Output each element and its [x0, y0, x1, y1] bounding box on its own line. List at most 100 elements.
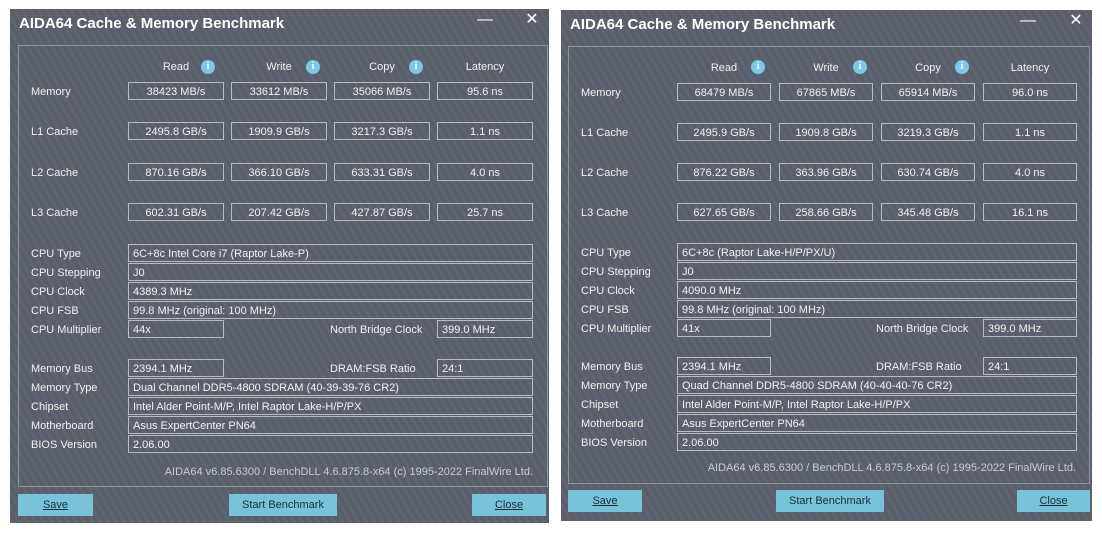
cpu-type-value: 6C+8c (Raptor Lake-H/P/PX/U) — [677, 243, 1077, 261]
save-button[interactable]: Save — [568, 490, 642, 512]
l3-latency-value: 25.7 ns — [437, 203, 533, 221]
header-read: Read — [710, 62, 738, 74]
cpu-stepping-value: J0 — [677, 262, 1077, 280]
cpu-type-label: CPU Type — [31, 248, 81, 260]
start-benchmark-button[interactable]: Start Benchmark — [229, 494, 337, 516]
start-benchmark-button[interactable]: Start Benchmark — [776, 490, 884, 512]
info-icon[interactable]: i — [955, 60, 969, 74]
cpu-clock-label: CPU Clock — [581, 285, 635, 297]
minimize-icon[interactable]: — — [1020, 12, 1036, 29]
cpu-fsb-value: 99.8 MHz (original: 100 MHz) — [128, 301, 533, 319]
l3-read-value: 627.65 GB/s — [677, 203, 771, 221]
l3-copy-value: 427.87 GB/s — [334, 203, 430, 221]
memory-write-value: 67865 MB/s — [779, 83, 873, 101]
l2-latency-value: 4.0 ns — [983, 163, 1077, 181]
row-label-memory: Memory — [31, 86, 71, 98]
l2-copy-value: 630.74 GB/s — [881, 163, 975, 181]
close-button-label: Close — [1039, 495, 1068, 507]
info-icon[interactable]: i — [201, 60, 215, 74]
close-button[interactable]: Close — [1017, 490, 1090, 512]
cpu-stepping-label: CPU Stepping — [31, 267, 101, 279]
save-button-label: Save — [42, 499, 69, 511]
memory-bus-value: 2394.1 MHz — [128, 359, 224, 377]
cpu-clock-label: CPU Clock — [31, 286, 85, 298]
l2-write-value: 366.10 GB/s — [231, 163, 327, 181]
info-icon[interactable]: i — [853, 60, 867, 74]
memory-latency-value: 96.0 ns — [983, 83, 1077, 101]
results-panel — [18, 45, 548, 487]
north-bridge-clock-label: North Bridge Clock — [876, 323, 969, 335]
l2-write-value: 363.96 GB/s — [779, 163, 873, 181]
header-write: Write — [813, 62, 839, 74]
save-button[interactable]: Save — [18, 494, 93, 516]
memory-type-value: Quad Channel DDR5-4800 SDRAM (40-40-40-7… — [677, 376, 1077, 394]
row-label-l1-cache: L1 Cache — [31, 126, 79, 138]
minimize-icon[interactable]: — — [477, 11, 493, 28]
header-read: Read — [162, 61, 190, 73]
motherboard-label: Motherboard — [31, 420, 94, 432]
row-label-l1-cache: L1 Cache — [581, 127, 629, 139]
chipset-label: Chipset — [31, 401, 69, 413]
row-label-l3-cache: L3 Cache — [31, 207, 79, 219]
bios-version-label: BIOS Version — [31, 439, 98, 451]
info-icon[interactable]: i — [306, 60, 320, 74]
cpu-stepping-value: J0 — [128, 263, 533, 281]
cpu-clock-value: 4389.3 MHz — [128, 282, 533, 300]
cpu-fsb-label: CPU FSB — [581, 304, 629, 316]
motherboard-value: Asus ExpertCenter PN64 — [128, 416, 533, 434]
bios-version-value: 2.06.00 — [128, 435, 533, 453]
header-latency: Latency — [1010, 62, 1050, 74]
dram-fsb-ratio-label: DRAM:FSB Ratio — [330, 363, 416, 375]
memory-type-label: Memory Type — [31, 382, 98, 394]
memory-type-label: Memory Type — [581, 380, 648, 392]
benchmark-window-right: AIDA64 Cache & Memory Benchmark — ✕ Read… — [561, 10, 1092, 521]
l3-latency-value: 16.1 ns — [983, 203, 1077, 221]
l1-copy-value: 3219.3 GB/s — [881, 123, 975, 141]
header-write: Write — [266, 61, 292, 73]
l1-latency-value: 1.1 ns — [437, 122, 533, 140]
version-footer: AIDA64 v6.85.6300 / BenchDLL 4.6.875.8-x… — [164, 466, 533, 478]
l2-latency-value: 4.0 ns — [437, 163, 533, 181]
header-latency: Latency — [465, 61, 505, 73]
chipset-value: Intel Alder Point-M/P, Intel Raptor Lake… — [128, 397, 533, 415]
cpu-clock-value: 4090.0 MHz — [677, 281, 1077, 299]
row-label-l3-cache: L3 Cache — [581, 207, 629, 219]
memory-write-value: 33612 MB/s — [231, 82, 327, 100]
close-icon[interactable]: ✕ — [525, 11, 539, 28]
close-button-label: Close — [494, 499, 524, 511]
version-footer: AIDA64 v6.85.6300 / BenchDLL 4.6.875.8-x… — [707, 462, 1076, 474]
info-icon[interactable]: i — [751, 60, 765, 74]
l3-copy-value: 345.48 GB/s — [881, 203, 975, 221]
save-button-label: Save — [592, 495, 618, 507]
row-label-memory: Memory — [581, 87, 621, 99]
l3-write-value: 258.66 GB/s — [779, 203, 873, 221]
l1-read-value: 2495.9 GB/s — [677, 123, 771, 141]
motherboard-label: Motherboard — [581, 418, 644, 430]
cpu-multiplier-value: 44x — [128, 320, 224, 338]
l1-latency-value: 1.1 ns — [983, 123, 1077, 141]
cpu-fsb-value: 99.8 MHz (original: 100 MHz) — [677, 300, 1077, 318]
header-copy: Copy — [369, 61, 395, 73]
l2-read-value: 870.16 GB/s — [128, 163, 224, 181]
close-button[interactable]: Close — [472, 494, 546, 516]
chipset-label: Chipset — [581, 399, 619, 411]
l1-copy-value: 3217.3 GB/s — [334, 122, 430, 140]
cpu-type-label: CPU Type — [581, 247, 631, 259]
cpu-type-value: 6C+8c Intel Core i7 (Raptor Lake-P) — [128, 244, 533, 262]
l2-copy-value: 633.31 GB/s — [334, 163, 430, 181]
dram-fsb-ratio-value: 24:1 — [437, 359, 533, 377]
benchmark-window-left: AIDA64 Cache & Memory Benchmark — ✕ Read… — [10, 9, 549, 523]
row-label-l2-cache: L2 Cache — [581, 167, 629, 179]
cpu-fsb-label: CPU FSB — [31, 305, 79, 317]
memory-read-value: 38423 MB/s — [128, 82, 224, 100]
memory-latency-value: 95.6 ns — [437, 82, 533, 100]
l3-write-value: 207.42 GB/s — [231, 203, 327, 221]
window-title: AIDA64 Cache & Memory Benchmark — [19, 15, 285, 32]
memory-copy-value: 65914 MB/s — [881, 83, 975, 101]
memory-read-value: 68479 MB/s — [677, 83, 771, 101]
info-icon[interactable]: i — [409, 60, 423, 74]
window-title: AIDA64 Cache & Memory Benchmark — [570, 16, 836, 33]
close-icon[interactable]: ✕ — [1069, 12, 1083, 29]
dram-fsb-ratio-value: 24:1 — [983, 357, 1077, 375]
row-label-l2-cache: L2 Cache — [31, 167, 79, 179]
